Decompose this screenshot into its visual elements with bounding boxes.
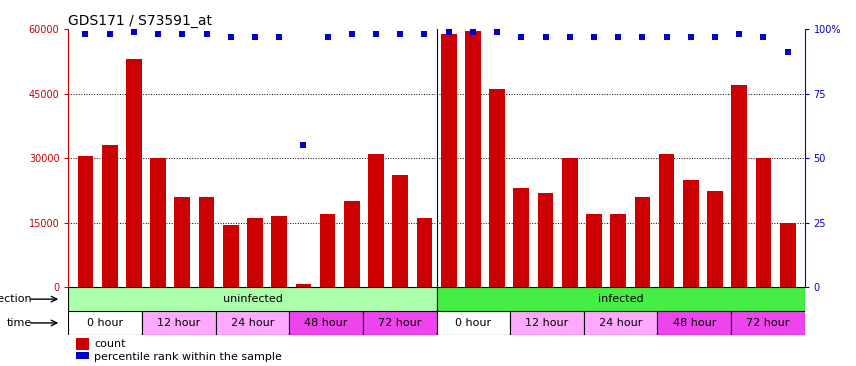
Bar — [320, 214, 336, 287]
Point — [490, 29, 504, 35]
Bar — [780, 223, 795, 287]
Point — [514, 34, 528, 40]
Bar — [584, 311, 657, 335]
Text: 72 hour: 72 hour — [378, 318, 421, 328]
Bar — [538, 193, 553, 287]
Bar — [562, 158, 578, 287]
Point — [272, 34, 286, 40]
Bar — [295, 284, 312, 287]
Point — [466, 29, 479, 35]
Text: 12 hour: 12 hour — [158, 318, 200, 328]
Point — [369, 31, 383, 37]
Point — [733, 31, 746, 37]
Bar — [731, 85, 747, 287]
Bar — [731, 311, 805, 335]
Bar — [707, 191, 723, 287]
Bar — [126, 59, 142, 287]
Bar — [363, 311, 437, 335]
Text: 72 hour: 72 hour — [746, 318, 789, 328]
Text: count: count — [94, 339, 126, 350]
Bar — [659, 154, 675, 287]
Bar — [271, 216, 287, 287]
Bar — [586, 214, 602, 287]
Point — [684, 34, 698, 40]
Text: 24 hour: 24 hour — [231, 318, 274, 328]
Bar — [68, 311, 142, 335]
Point — [175, 31, 189, 37]
Point — [199, 31, 213, 37]
Point — [321, 34, 335, 40]
Bar — [76, 351, 89, 363]
Text: infection: infection — [0, 294, 32, 304]
Bar — [634, 197, 651, 287]
Bar — [610, 214, 626, 287]
Point — [442, 29, 455, 35]
Bar — [368, 154, 383, 287]
Point — [660, 34, 674, 40]
Bar — [68, 287, 437, 311]
Point — [538, 34, 552, 40]
Text: percentile rank within the sample: percentile rank within the sample — [94, 352, 282, 362]
Bar — [465, 31, 481, 287]
Bar — [76, 339, 89, 350]
Text: 0 hour: 0 hour — [455, 318, 491, 328]
Point — [587, 34, 601, 40]
Text: GDS171 / S73591_at: GDS171 / S73591_at — [68, 14, 212, 28]
Point — [708, 34, 722, 40]
Bar — [223, 225, 239, 287]
Text: 12 hour: 12 hour — [526, 318, 568, 328]
Point — [248, 34, 262, 40]
Text: 24 hour: 24 hour — [599, 318, 642, 328]
Point — [563, 34, 577, 40]
Bar — [510, 311, 584, 335]
Bar — [437, 287, 805, 311]
Point — [152, 31, 165, 37]
Bar — [683, 180, 698, 287]
Bar — [756, 158, 771, 287]
Point — [635, 34, 649, 40]
Bar — [657, 311, 731, 335]
Point — [127, 29, 140, 35]
Point — [224, 34, 238, 40]
Bar — [392, 175, 408, 287]
Bar — [216, 311, 289, 335]
Bar — [289, 311, 363, 335]
Bar — [150, 158, 166, 287]
Bar — [417, 219, 432, 287]
Bar — [490, 89, 505, 287]
Bar — [175, 197, 190, 287]
Bar — [441, 34, 456, 287]
Text: infected: infected — [597, 294, 644, 304]
Text: uninfected: uninfected — [223, 294, 282, 304]
Point — [757, 34, 770, 40]
Point — [781, 49, 794, 55]
Bar — [247, 219, 263, 287]
Point — [296, 142, 310, 148]
Point — [345, 31, 359, 37]
Text: 48 hour: 48 hour — [305, 318, 348, 328]
Bar — [437, 311, 510, 335]
Text: 48 hour: 48 hour — [673, 318, 716, 328]
Point — [394, 31, 407, 37]
Bar — [142, 311, 216, 335]
Bar — [344, 201, 360, 287]
Bar — [78, 156, 93, 287]
Bar — [514, 188, 529, 287]
Point — [611, 34, 625, 40]
Text: 0 hour: 0 hour — [87, 318, 123, 328]
Text: time: time — [7, 318, 32, 328]
Bar — [199, 197, 214, 287]
Point — [418, 31, 431, 37]
Point — [103, 31, 116, 37]
Bar — [102, 145, 117, 287]
Point — [79, 31, 92, 37]
